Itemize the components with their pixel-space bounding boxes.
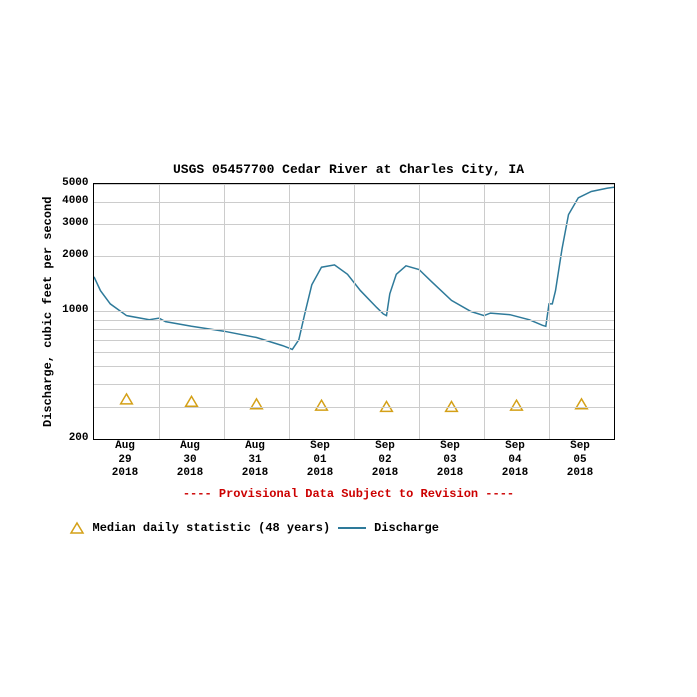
legend: Median daily statistic (48 years) Discha… xyxy=(69,521,659,535)
x-tick: Sep 02 2018 xyxy=(353,440,418,481)
y-tick: 2000 xyxy=(62,249,88,261)
gridline-v xyxy=(354,184,355,439)
plot-row: Discharge, cubic feet per second 2001000… xyxy=(39,183,659,440)
chart-container: USGS 05457700 Cedar River at Charles Cit… xyxy=(39,162,659,535)
median-marker xyxy=(185,396,197,406)
x-tick: Aug 31 2018 xyxy=(223,440,288,481)
y-tick-labels: 20010002000300040005000 xyxy=(57,183,93,438)
provisional-notice: ---- Provisional Data Subject to Revisio… xyxy=(39,487,659,501)
median-marker xyxy=(510,400,522,410)
x-tick: Aug 30 2018 xyxy=(158,440,223,481)
x-tick: Sep 01 2018 xyxy=(288,440,353,481)
legend-discharge-label: Discharge xyxy=(374,521,439,535)
x-tick: Sep 03 2018 xyxy=(418,440,483,481)
y-axis-label: Discharge, cubic feet per second xyxy=(39,183,57,440)
y-tick: 5000 xyxy=(62,177,88,189)
gridline-v xyxy=(289,184,290,439)
x-tick: Sep 05 2018 xyxy=(548,440,613,481)
median-marker xyxy=(315,400,327,410)
legend-median-label: Median daily statistic (48 years) xyxy=(93,521,331,535)
median-marker xyxy=(120,394,132,404)
chart-title: USGS 05457700 Cedar River at Charles Cit… xyxy=(39,162,659,177)
x-tick: Sep 04 2018 xyxy=(483,440,548,481)
gridline-v xyxy=(224,184,225,439)
gridline-v xyxy=(159,184,160,439)
triangle-icon xyxy=(69,521,85,535)
gridline-v xyxy=(484,184,485,439)
x-tick: Aug 29 2018 xyxy=(93,440,158,481)
y-tick: 200 xyxy=(69,432,89,444)
x-tick-labels: Aug 29 2018Aug 30 2018Aug 31 2018Sep 01 … xyxy=(93,440,613,481)
y-tick: 4000 xyxy=(62,195,88,207)
legend-line-icon xyxy=(338,527,366,529)
gridline-v xyxy=(549,184,550,439)
plot-area xyxy=(93,183,615,440)
y-tick: 3000 xyxy=(62,217,88,229)
y-tick: 1000 xyxy=(62,304,88,316)
gridline-v xyxy=(419,184,420,439)
